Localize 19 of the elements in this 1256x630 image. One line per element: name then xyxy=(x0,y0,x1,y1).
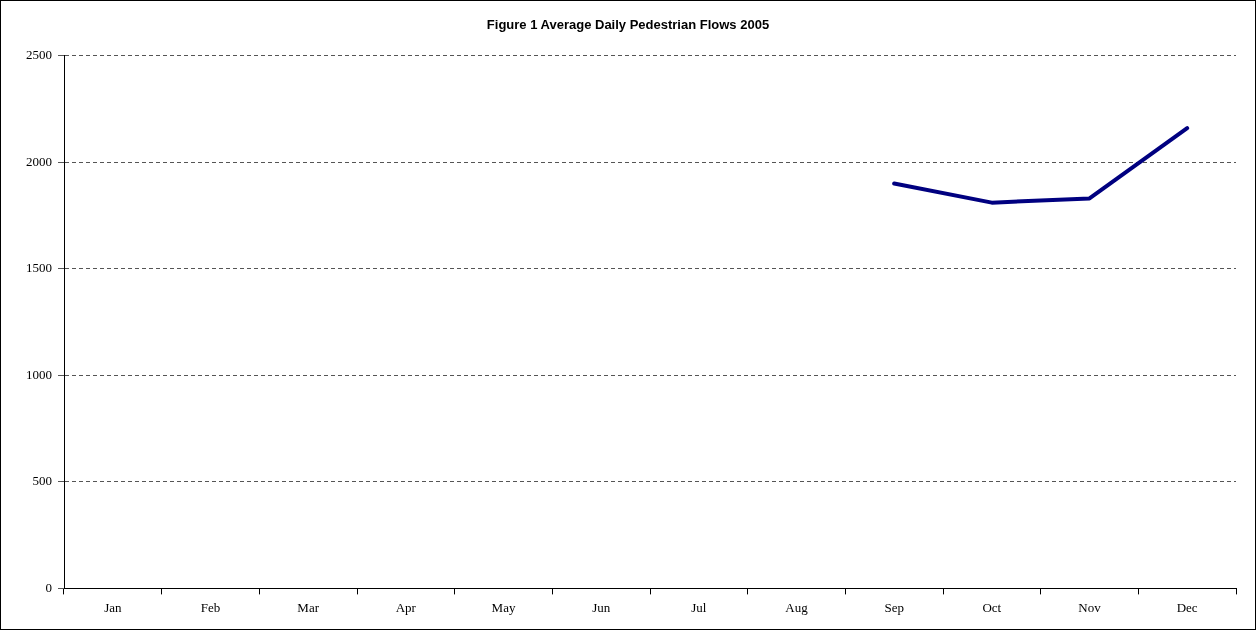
x-tick-label: Mar xyxy=(297,599,320,615)
x-tick-label: Apr xyxy=(395,599,417,615)
x-tick-label: Sep xyxy=(884,599,904,615)
y-tick-label: 500 xyxy=(32,473,52,489)
x-tick-label: May xyxy=(491,599,516,615)
x-tick-label: Jul xyxy=(691,599,707,615)
x-tick-label: Jan xyxy=(104,599,122,615)
y-tick-label: 0 xyxy=(45,579,52,595)
x-tick-label: Nov xyxy=(1078,599,1102,615)
x-tick-label: Oct xyxy=(982,599,1002,615)
x-tick-label: Feb xyxy=(200,599,221,615)
y-tick-label: 1500 xyxy=(26,260,52,276)
y-tick-label: 2500 xyxy=(26,47,52,63)
y-tick-label: 2000 xyxy=(26,153,52,169)
y-tick-label: 1000 xyxy=(26,366,52,382)
chart-title: Figure 1 Average Daily Pedestrian Flows 2005 xyxy=(486,17,770,33)
x-tick-label: Dec xyxy=(1176,599,1198,615)
x-tick-label: Aug xyxy=(785,599,809,615)
x-tick-label: Jun xyxy=(592,599,611,615)
